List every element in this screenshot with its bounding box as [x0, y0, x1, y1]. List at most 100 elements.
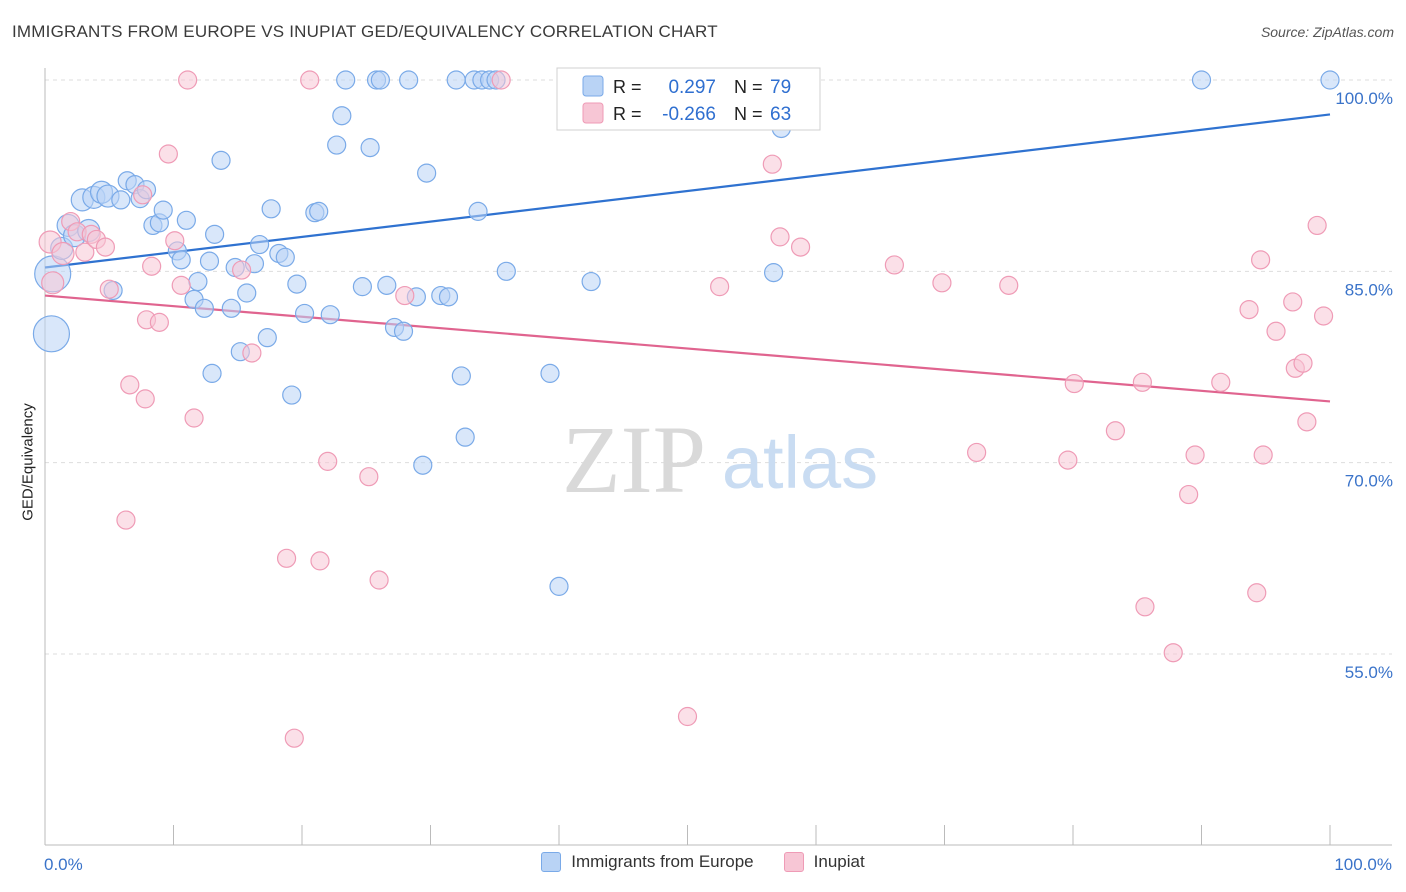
point-europe-26 — [202, 363, 222, 383]
x-tick-label-max: 100.0% — [1334, 855, 1392, 874]
legend-item-europe[interactable]: Immigrants from Europe — [541, 852, 754, 872]
point-europe-60 — [438, 287, 459, 307]
point-europe-45 — [327, 135, 347, 155]
point-europe-21 — [176, 210, 196, 230]
watermark: ZIP atlas — [562, 406, 878, 513]
point-inupiat-12 — [133, 185, 153, 205]
point-inupiat-43 — [1064, 373, 1084, 394]
point-europe-72 — [581, 271, 601, 292]
point-inupiat-31 — [491, 70, 511, 90]
point-europe-28 — [211, 150, 231, 170]
point-europe-52 — [377, 275, 397, 295]
point-inupiat-1 — [41, 271, 65, 295]
point-europe-54 — [393, 321, 414, 341]
point-inupiat-38 — [884, 255, 904, 275]
point-inupiat-20 — [178, 70, 198, 90]
stats-swatch-inupiat — [582, 102, 604, 124]
x-tick-label-min: 0.0% — [44, 855, 83, 874]
point-europe-36 — [261, 199, 281, 219]
point-inupiat-47 — [1163, 643, 1183, 663]
point-inupiat-21 — [232, 260, 252, 280]
point-inupiat-35 — [762, 154, 782, 174]
point-inupiat-51 — [1239, 300, 1259, 320]
point-inupiat-28 — [359, 467, 379, 487]
legend-swatch-inupiat — [783, 852, 804, 872]
point-inupiat-11 — [120, 375, 140, 395]
stats-swatch-europe — [582, 75, 604, 97]
point-europe-41 — [294, 303, 315, 324]
stats-n-value-inupiat: 63 — [770, 104, 791, 125]
point-inupiat-24 — [284, 728, 304, 748]
point-inupiat-33 — [677, 706, 698, 727]
point-inupiat-52 — [1247, 583, 1267, 603]
point-europe-63 — [455, 427, 475, 447]
point-europe-70 — [540, 363, 560, 383]
point-europe-27 — [205, 224, 225, 244]
point-europe-39 — [282, 385, 302, 405]
stats-n-label-inupiat: N = — [734, 104, 763, 124]
point-inupiat-44 — [1105, 421, 1126, 441]
watermark-zip: ZIP — [562, 406, 706, 513]
point-europe-20 — [171, 250, 191, 270]
point-inupiat-42 — [1058, 450, 1078, 470]
point-inupiat-30 — [395, 285, 415, 306]
point-europe-32 — [237, 283, 257, 303]
point-europe-47 — [336, 70, 356, 90]
point-inupiat-25 — [300, 70, 320, 90]
point-inupiat-50 — [1211, 372, 1231, 392]
point-inupiat-34 — [710, 277, 730, 297]
point-europe-35 — [257, 328, 277, 348]
y-tick-label-1: 85.0% — [1345, 280, 1393, 299]
point-europe-34 — [249, 234, 270, 255]
stats-r-value-inupiat: -0.266 — [662, 104, 716, 125]
point-inupiat-39 — [932, 273, 952, 293]
point-europe-40 — [287, 274, 307, 294]
series-legend: Immigrants from Europe Inupiat — [0, 852, 1406, 872]
point-inupiat-56 — [1283, 292, 1303, 312]
point-inupiat-60 — [1307, 215, 1327, 236]
point-europe-49 — [360, 138, 380, 158]
point-inupiat-37 — [790, 237, 811, 257]
legend-label-europe: Immigrants from Europe — [571, 852, 754, 871]
point-inupiat-58 — [1293, 353, 1313, 373]
stats-n-value-europe: 79 — [770, 77, 791, 98]
point-inupiat-55 — [1266, 321, 1286, 341]
legend-item-inupiat[interactable]: Inupiat — [783, 852, 865, 872]
point-inupiat-13 — [135, 389, 155, 409]
stats-r-label-inupiat: R = — [613, 104, 642, 124]
point-inupiat-45 — [1132, 372, 1152, 392]
point-europe-18 — [153, 200, 173, 220]
chart-source: Source: ZipAtlas.com — [1260, 24, 1394, 40]
point-europe-75 — [763, 263, 784, 283]
point-inupiat-59 — [1297, 412, 1317, 432]
point-inupiat-8 — [95, 237, 115, 257]
legend-label-inupiat: Inupiat — [813, 852, 865, 871]
stats-r-value-europe: 0.297 — [668, 77, 716, 98]
point-inupiat-53 — [1251, 250, 1271, 270]
y-tick-label-3: 55.0% — [1345, 663, 1393, 682]
point-inupiat-54 — [1253, 445, 1273, 465]
point-europe-77 — [1191, 70, 1212, 90]
point-europe-62 — [451, 366, 471, 386]
point-inupiat-16 — [149, 312, 169, 332]
y-tick-labels: 100.0% 85.0% 70.0% 55.0% — [1335, 89, 1393, 682]
point-europe-48 — [352, 277, 372, 297]
point-europe-11 — [111, 190, 131, 210]
point-europe-44 — [320, 305, 340, 325]
point-europe-57 — [413, 455, 433, 475]
watermark-atlas: atlas — [722, 421, 878, 504]
point-inupiat-10 — [116, 510, 136, 530]
point-europe-38 — [275, 247, 295, 267]
point-inupiat-40 — [967, 442, 987, 463]
point-inupiat-41 — [999, 275, 1019, 295]
point-inupiat-27 — [318, 451, 338, 471]
point-europe-71 — [549, 576, 569, 596]
point-europe-46 — [332, 106, 352, 126]
stats-legend: R = 0.297 N = 79 R = -0.266 N = 63 — [556, 67, 821, 131]
point-inupiat-9 — [99, 279, 119, 299]
point-europe-58 — [417, 163, 437, 183]
legend-swatch-europe — [541, 852, 562, 872]
point-inupiat-2 — [51, 241, 75, 266]
point-europe-65 — [468, 201, 488, 221]
